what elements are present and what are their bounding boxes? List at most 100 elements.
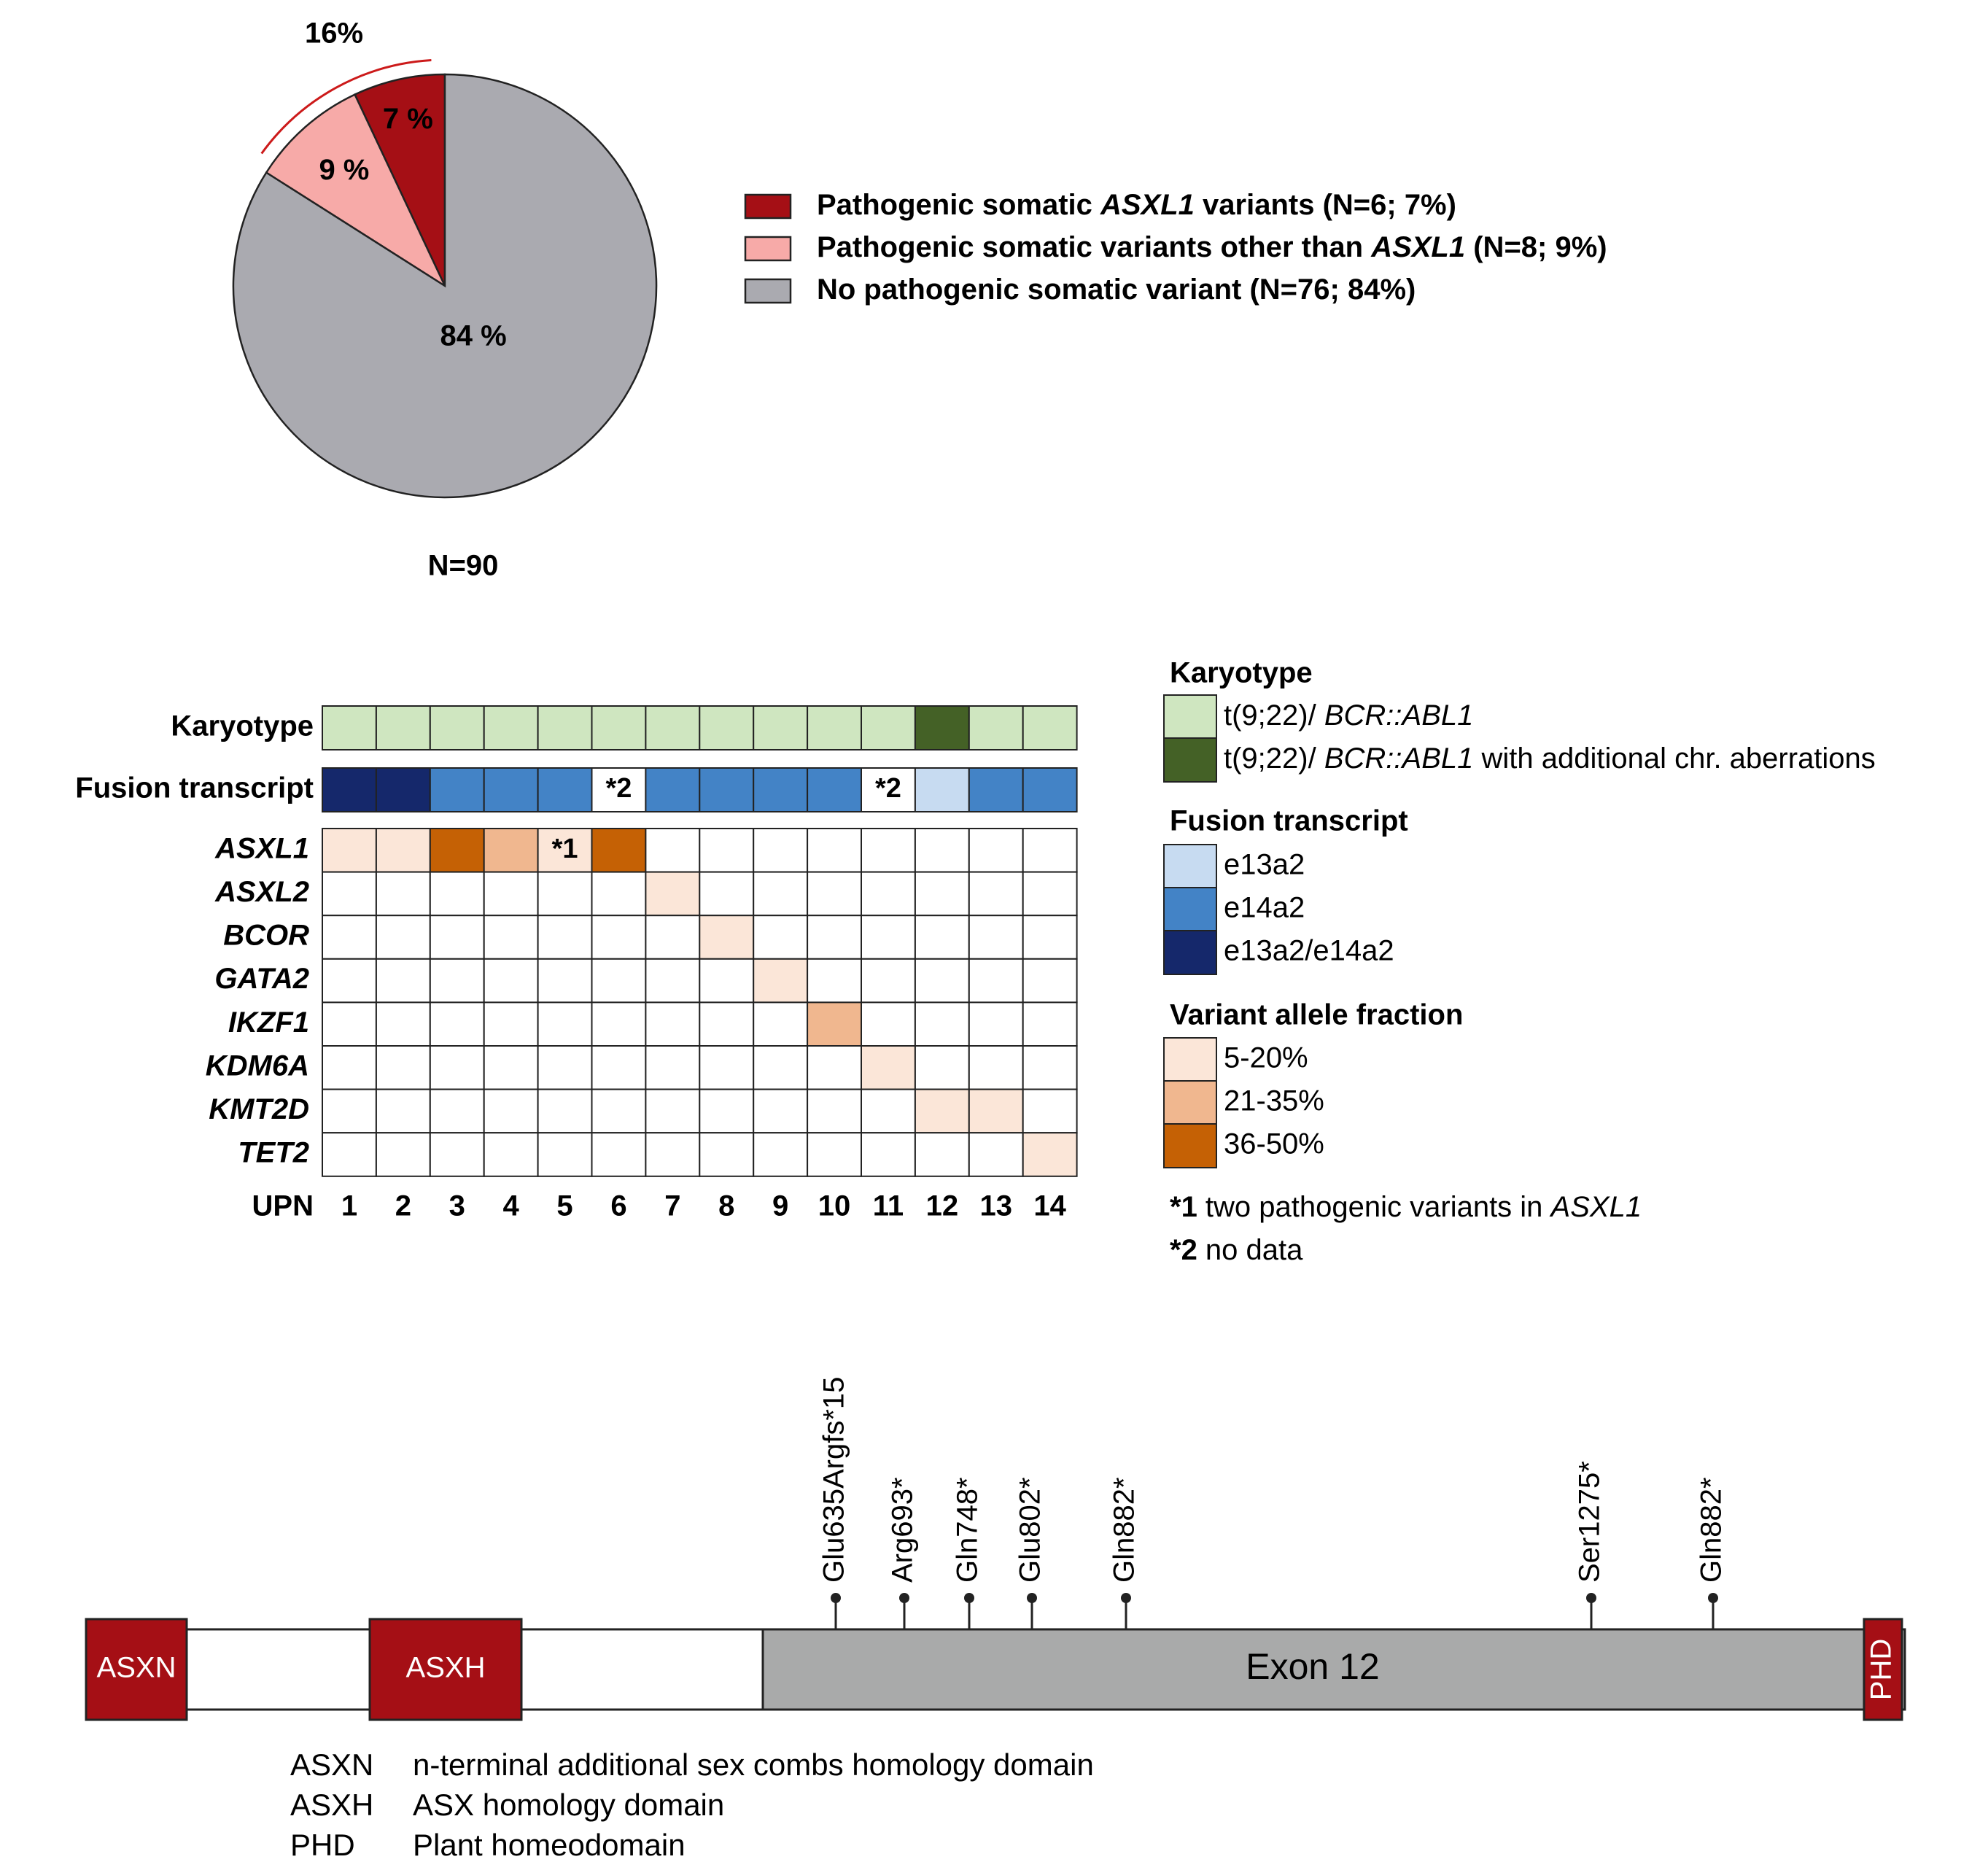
gene-label: GATA2	[214, 963, 309, 995]
pie-legend-swatch	[744, 278, 792, 304]
gene-cell	[914, 915, 970, 960]
gene-cell	[753, 1088, 809, 1134]
gene-cell	[429, 871, 485, 917]
karyotype-cell	[322, 705, 377, 750]
variant-marker	[831, 1593, 841, 1603]
row-label-karyotype: Karyotype	[171, 710, 314, 742]
gene-cell	[861, 1045, 916, 1090]
gene-cell	[375, 828, 431, 873]
pie-label-other: 9 %	[319, 154, 369, 186]
upn-tick-label: 11	[873, 1190, 904, 1222]
legend-swatch	[1163, 694, 1217, 740]
gene-cell	[537, 915, 593, 960]
gene-cell	[483, 828, 539, 873]
gene-cell	[699, 871, 755, 917]
gene-cell	[645, 1088, 701, 1134]
gene-cell	[645, 1045, 701, 1090]
fusion-cell	[322, 767, 377, 812]
gene-cell	[1022, 1132, 1078, 1177]
pie-label-asxl1: 7 %	[383, 103, 433, 135]
gene-cell	[699, 1132, 755, 1177]
gene-cell	[375, 871, 431, 917]
upn-tick-label: 3	[449, 1190, 465, 1222]
gene-cell	[699, 1001, 755, 1047]
legend-title-fusion: Fusion transcript	[1170, 805, 1408, 837]
cell-annotation: *1	[552, 834, 578, 864]
karyotype-cell	[807, 705, 862, 750]
upn-tick-label: 2	[395, 1190, 411, 1222]
gene-cell	[861, 1132, 916, 1177]
gene-cell	[968, 1045, 1024, 1090]
upn-tick-label: 1	[341, 1190, 357, 1222]
gene-cell	[429, 915, 485, 960]
legend-swatch	[1163, 737, 1217, 783]
gene-cell	[1022, 1001, 1078, 1047]
legend-fusion-label: e13a2	[1224, 849, 1305, 881]
gene-cell	[753, 871, 809, 917]
gene-cell	[699, 1088, 755, 1134]
legend-vaf-label: 36-50%	[1224, 1128, 1324, 1160]
gene-cell	[429, 1132, 485, 1177]
karyotype-cell	[968, 705, 1024, 750]
gene-cell	[968, 1088, 1024, 1134]
karyotype-cell	[753, 705, 809, 750]
gene-cell	[1022, 1045, 1078, 1090]
upn-tick-label: 13	[980, 1190, 1013, 1222]
gene-cell	[968, 828, 1024, 873]
gene-label: KMT2D	[209, 1093, 309, 1125]
pie-slice-asxl1	[353, 73, 446, 287]
gene-cell	[861, 828, 916, 873]
gene-cell	[914, 958, 970, 1004]
gene-cell	[322, 915, 377, 960]
gene-cell	[753, 915, 809, 960]
gene-cell	[699, 915, 755, 960]
pie-legend: Pathogenic somatic ASXL1 variants (N=6; …	[744, 189, 1607, 306]
gene-cell	[537, 871, 593, 917]
gene-cell	[968, 871, 1024, 917]
fusion-cell	[968, 767, 1024, 812]
legend-vaf-label: 5-20%	[1224, 1042, 1308, 1074]
gene-cell	[807, 828, 862, 873]
gene-cell	[645, 1001, 701, 1047]
fusion-cell	[537, 767, 593, 812]
gene-cell	[429, 1045, 485, 1090]
gene-cell	[645, 958, 701, 1004]
pie-n-label: N=90	[428, 550, 499, 582]
gene-cell	[753, 1045, 809, 1090]
upn-tick-label: 9	[772, 1190, 788, 1222]
upn-tick-label: 10	[818, 1190, 851, 1222]
gene-cell	[375, 915, 431, 960]
gene-cell	[645, 915, 701, 960]
upn-tick-label: 7	[664, 1190, 680, 1222]
karyotype-cell	[914, 705, 970, 750]
legend-swatch	[1163, 844, 1217, 889]
gene-cell	[807, 1132, 862, 1177]
fusion-cell	[699, 767, 755, 812]
fusion-cell	[429, 767, 485, 812]
domain-box-asxn	[85, 1618, 188, 1721]
variant-marker	[1586, 1593, 1596, 1603]
pie-legend-swatch	[744, 236, 792, 262]
gene-cell	[322, 1088, 377, 1134]
legend-note: *2 no data	[1170, 1234, 1303, 1266]
gene-cell	[807, 958, 862, 1004]
gene-label: IKZF1	[228, 1006, 309, 1039]
karyotype-cell	[861, 705, 916, 750]
legend-karyotype-label: t(9;22)/ BCR::ABL1 with additional chr. …	[1224, 742, 1876, 775]
legend-title-karyotype: Karyotype	[1170, 657, 1313, 689]
variant-label: Glu802*	[1014, 1477, 1047, 1583]
gene-cell	[591, 1045, 647, 1090]
fusion-cell	[807, 767, 862, 812]
gene-cell	[699, 958, 755, 1004]
gene-cell	[1022, 871, 1078, 917]
gene-cell	[322, 828, 377, 873]
pie-legend-label: Pathogenic somatic ASXL1 variants (N=6; …	[817, 189, 1456, 221]
gene-cell	[753, 1001, 809, 1047]
pie-bracket-label: 16%	[305, 18, 363, 50]
legend-swatch	[1163, 930, 1217, 975]
upn-tick-label: 12	[926, 1190, 959, 1222]
gene-cell	[914, 1088, 970, 1134]
karyotype-cell	[699, 705, 755, 750]
legend-vaf-label: 21-35%	[1224, 1085, 1324, 1117]
domain-label-asxh: ASXH	[406, 1652, 486, 1684]
